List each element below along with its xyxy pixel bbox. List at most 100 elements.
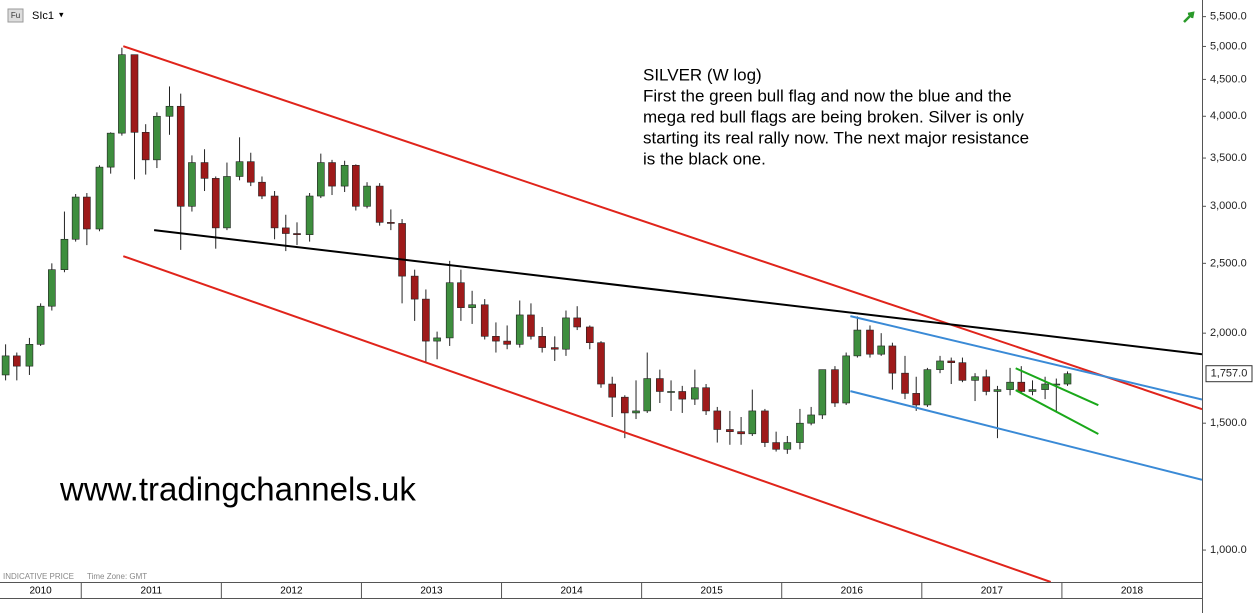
candle-body [375,185,384,223]
candle-body [678,391,687,400]
candle-body [387,222,395,224]
x-tick-label: 2011 [141,586,163,597]
price-axis [1203,0,1255,613]
candle-body [842,355,850,404]
status-icon [1183,11,1195,23]
candle-body [1041,383,1049,390]
candle-body [130,54,139,133]
candle-body [796,422,804,443]
candle-body [83,196,91,230]
candle-body [433,337,441,342]
candle-body [503,340,511,345]
candle-body [305,195,314,235]
candle-body [445,282,454,339]
candle-body [993,389,1002,392]
candle-body [936,360,944,370]
candle-body [737,431,745,435]
y-tick-label: 1,000.0 [1210,544,1247,556]
candle-body [912,393,921,406]
candle-body [783,442,792,450]
candle-body [480,304,489,337]
candle-body [748,410,757,435]
trendline [850,390,1202,481]
candle-body [515,314,524,345]
candle-body [621,396,629,414]
candle-body [200,162,209,179]
x-tick-label: 2018 [1121,586,1144,597]
candle-body [888,345,897,374]
candle-body [106,132,115,168]
y-tick-label: 2,500.0 [1210,257,1247,269]
candle-body [340,164,349,187]
annotation-line: is the black one. [643,149,766,168]
candle-body [818,369,827,416]
candle-body [656,378,664,392]
candle-body [982,376,991,392]
trendline [122,45,1202,411]
candle-body [410,275,419,300]
candle-body [95,166,104,230]
candle-body [853,329,862,357]
candle-body [562,317,570,350]
candle-body [831,369,839,404]
trendline [850,315,1202,401]
candle-body [398,223,406,277]
candle-body [866,329,874,355]
candle-body [165,105,174,117]
candle-body [772,442,780,450]
candle-body [573,317,581,328]
candle-body [550,347,559,350]
toolbar-badge[interactable]: Fu [11,11,20,20]
candle-body [25,344,34,367]
x-tick-label: 2013 [420,586,443,597]
candle-body [1,355,10,376]
trendline [122,255,1052,582]
instrument[interactable]: SIc1 [32,10,54,22]
y-tick-label: 4,500.0 [1210,73,1247,85]
candle-body [947,360,956,363]
trendline [1015,389,1099,435]
candle-body [422,298,430,342]
plot-area [1,45,1202,582]
candle-body [877,345,885,355]
y-tick-label: 3,000.0 [1210,200,1247,212]
candle-body [153,115,161,161]
watermark: www.tradingchannels.uk [59,471,416,508]
y-tick-label: 2,000.0 [1210,327,1247,339]
last-price-box [1205,365,1253,383]
candle-body [971,376,979,381]
candle-body [176,105,185,207]
candle-body [258,181,266,197]
x-tick-label: 2016 [841,586,864,597]
candle-body [141,132,150,161]
candle-body [235,161,244,177]
candle-body [118,54,126,134]
candle-body [923,369,932,406]
y-tick-label: 5,000.0 [1210,40,1247,52]
candle-body [363,185,371,207]
footer-note: INDICATIVE PRICE [3,572,74,581]
candle-body [328,162,336,187]
candle-body [492,336,500,342]
candle-body [702,387,710,412]
instrument-menu[interactable]: ▾ [59,9,64,19]
y-tick-label: 3,500.0 [1210,152,1247,164]
annotation-line: starting its real rally now. The next ma… [643,128,1029,147]
candle-body [60,238,69,270]
candle-body [632,410,640,414]
trendline [1015,367,1099,407]
candle-body [667,391,675,393]
y-tick-label: 1,500.0 [1210,417,1247,429]
candle-body [317,162,325,197]
candle-body [270,195,279,229]
candle-body [1017,381,1026,392]
candle-body [643,378,652,412]
candle-body [223,176,231,229]
candle-body [188,162,196,207]
x-tick-label: 2015 [701,586,724,597]
candle-body [597,342,605,385]
candle-body [807,414,815,424]
toolbar-badge-box[interactable] [7,8,24,23]
candle-body [761,410,769,443]
